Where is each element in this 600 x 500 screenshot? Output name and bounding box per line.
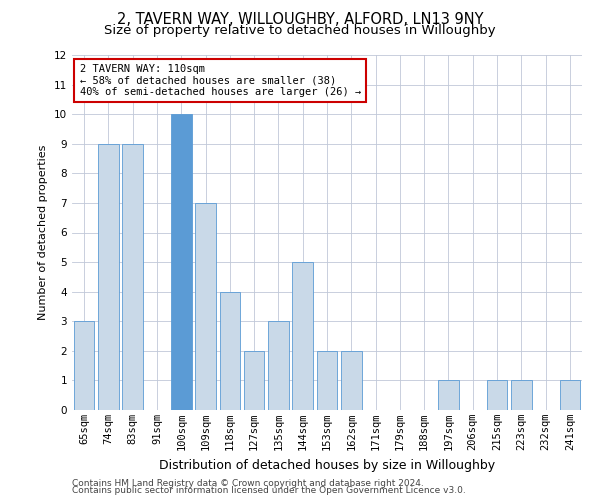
Bar: [244, 351, 265, 410]
Bar: [98, 144, 119, 410]
Bar: [220, 292, 240, 410]
Y-axis label: Number of detached properties: Number of detached properties: [38, 145, 49, 320]
Bar: [195, 203, 216, 410]
Bar: [341, 351, 362, 410]
Bar: [171, 114, 191, 410]
Text: 2, TAVERN WAY, WILLOUGHBY, ALFORD, LN13 9NY: 2, TAVERN WAY, WILLOUGHBY, ALFORD, LN13 …: [117, 12, 483, 28]
Bar: [74, 322, 94, 410]
Bar: [438, 380, 459, 410]
Text: Size of property relative to detached houses in Willoughby: Size of property relative to detached ho…: [104, 24, 496, 37]
X-axis label: Distribution of detached houses by size in Willoughby: Distribution of detached houses by size …: [159, 458, 495, 471]
Bar: [560, 380, 580, 410]
Text: Contains HM Land Registry data © Crown copyright and database right 2024.: Contains HM Land Registry data © Crown c…: [72, 478, 424, 488]
Text: Contains public sector information licensed under the Open Government Licence v3: Contains public sector information licen…: [72, 486, 466, 495]
Text: 2 TAVERN WAY: 110sqm
← 58% of detached houses are smaller (38)
40% of semi-detac: 2 TAVERN WAY: 110sqm ← 58% of detached h…: [80, 64, 361, 97]
Bar: [122, 144, 143, 410]
Bar: [268, 322, 289, 410]
Bar: [292, 262, 313, 410]
Bar: [317, 351, 337, 410]
Bar: [511, 380, 532, 410]
Bar: [487, 380, 508, 410]
